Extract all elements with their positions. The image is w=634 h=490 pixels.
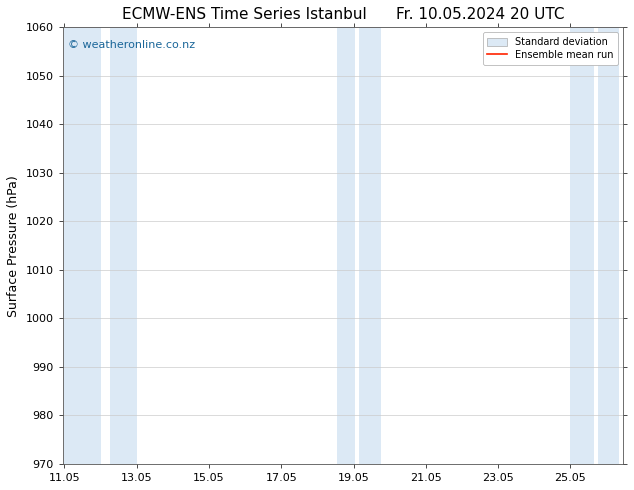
Bar [337, 27, 356, 464]
Bar [571, 27, 594, 464]
Text: © weatheronline.co.nz: © weatheronline.co.nz [68, 40, 195, 50]
Bar [110, 27, 137, 464]
Legend: Standard deviation, Ensemble mean run: Standard deviation, Ensemble mean run [482, 32, 618, 65]
Y-axis label: Surface Pressure (hPa): Surface Pressure (hPa) [7, 175, 20, 317]
Title: ECMW-ENS Time Series Istanbul      Fr. 10.05.2024 20 UTC: ECMW-ENS Time Series Istanbul Fr. 10.05.… [122, 7, 564, 22]
Bar [598, 27, 619, 464]
Bar [359, 27, 381, 464]
Bar [65, 27, 101, 464]
